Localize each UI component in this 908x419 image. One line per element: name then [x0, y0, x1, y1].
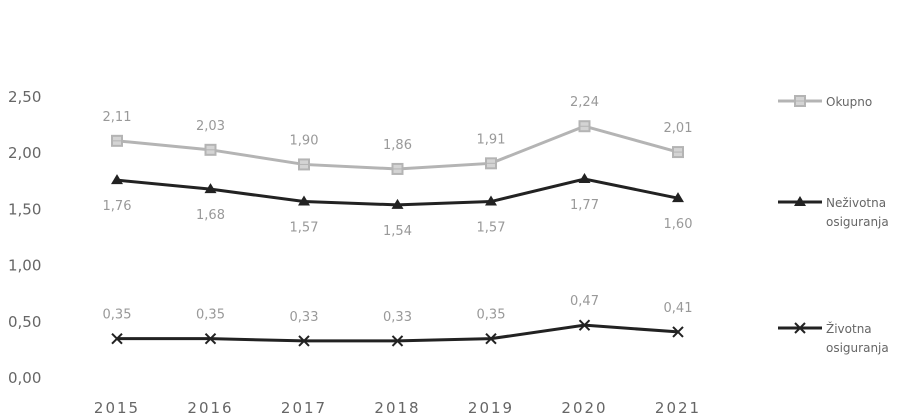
series-marker-b — [672, 326, 684, 338]
data-label: 1,60 — [664, 217, 693, 232]
series-marker — [672, 326, 684, 338]
data-label: 1,77 — [570, 198, 599, 213]
legend-item: Životna osiguranja — [778, 321, 889, 355]
series-marker-b — [578, 319, 591, 331]
data-label: 1,86 — [383, 138, 412, 153]
series-line — [117, 323, 679, 343]
data-label: 1,54 — [383, 224, 412, 239]
legend: Okupno Neživotna osiguranja Životna osiguran… — [778, 95, 889, 355]
x-tick-label: 2019 — [468, 399, 514, 417]
x-tick-label: 2016 — [187, 399, 233, 417]
x-tick-label: 2021 — [655, 399, 701, 417]
legend-marker — [794, 196, 806, 206]
series-marker-b — [111, 332, 123, 345]
data-label: 0,33 — [290, 310, 319, 325]
legend-label: Životna — [826, 321, 872, 336]
legend-marker-b — [794, 322, 806, 334]
series-marker — [391, 335, 404, 347]
series-marker — [578, 120, 591, 133]
y-tick-label: 0,50 — [8, 313, 41, 331]
series-marker — [298, 158, 310, 171]
x-tick-label: 2018 — [374, 399, 420, 417]
y-tick-label: 2,00 — [8, 144, 41, 162]
series-marker-b — [298, 335, 310, 347]
series-marker — [204, 143, 217, 156]
legend-label: Okupno — [826, 95, 872, 109]
series-marker-b — [204, 332, 217, 345]
series-marker — [672, 146, 684, 159]
series-marker-b — [391, 335, 404, 347]
x-tick-label: 2020 — [561, 399, 607, 417]
legend-item: Okupno — [778, 95, 872, 109]
x-tick-label: 2017 — [281, 399, 327, 417]
data-label: 0,35 — [196, 308, 225, 323]
y-tick-label: 1,50 — [8, 200, 41, 218]
data-label: 0,33 — [383, 310, 412, 325]
data-label: 0,35 — [103, 308, 132, 323]
legend-label: osiguranja — [826, 215, 889, 229]
data-label: 1,68 — [196, 208, 225, 223]
data-labels: 2,11 2,03 1,90 1,86 1,91 2,24 2,01 1,76 1,68 1,57… — [103, 95, 693, 325]
series-marker-b — [485, 332, 497, 345]
data-label: 1,57 — [290, 221, 319, 236]
series-marker — [391, 198, 404, 209]
data-label: 1,91 — [477, 132, 506, 147]
data-label: 2,24 — [570, 95, 599, 110]
series-marker — [672, 192, 684, 203]
legend-item: Neživotna osiguranja — [778, 196, 889, 229]
data-label: 1,90 — [290, 133, 319, 148]
series-marker — [111, 134, 123, 147]
series-marker — [298, 195, 310, 206]
y-tick-label: 1,00 — [8, 257, 41, 275]
series-marker — [578, 173, 591, 184]
series-marker — [298, 335, 310, 347]
y-tick-label: 0,00 — [8, 369, 41, 387]
series-marker — [204, 183, 217, 194]
series-marker — [485, 332, 497, 345]
data-label: 1,76 — [103, 199, 132, 214]
legend-marker — [794, 322, 806, 334]
data-label: 0,47 — [570, 294, 599, 309]
legend-label: osiguranja — [826, 341, 889, 355]
legend-label: Neživotna — [826, 196, 886, 210]
series-marker — [111, 332, 123, 345]
data-label: 2,03 — [196, 119, 225, 134]
series-marker — [485, 195, 497, 206]
data-label: 0,35 — [477, 308, 506, 323]
y-tick-label: 2,50 — [8, 88, 41, 106]
series-marker — [578, 319, 591, 331]
series-marker — [485, 157, 497, 170]
data-label: 1,57 — [477, 221, 506, 236]
series-marker — [111, 174, 123, 185]
data-label: 0,41 — [664, 301, 693, 316]
series-marker — [204, 332, 217, 345]
series-marker — [391, 162, 404, 175]
data-label: 2,11 — [103, 110, 132, 125]
x-tick-label: 2015 — [94, 399, 140, 417]
y-axis: 0,00 0,50 1,00 1,50 2,00 2,50 — [8, 88, 41, 387]
data-label: 2,01 — [664, 121, 693, 136]
legend-marker — [794, 95, 806, 107]
series-layer — [111, 120, 684, 347]
x-axis: 2015 2016 2017 2018 2019 2020 2021 — [94, 399, 701, 417]
